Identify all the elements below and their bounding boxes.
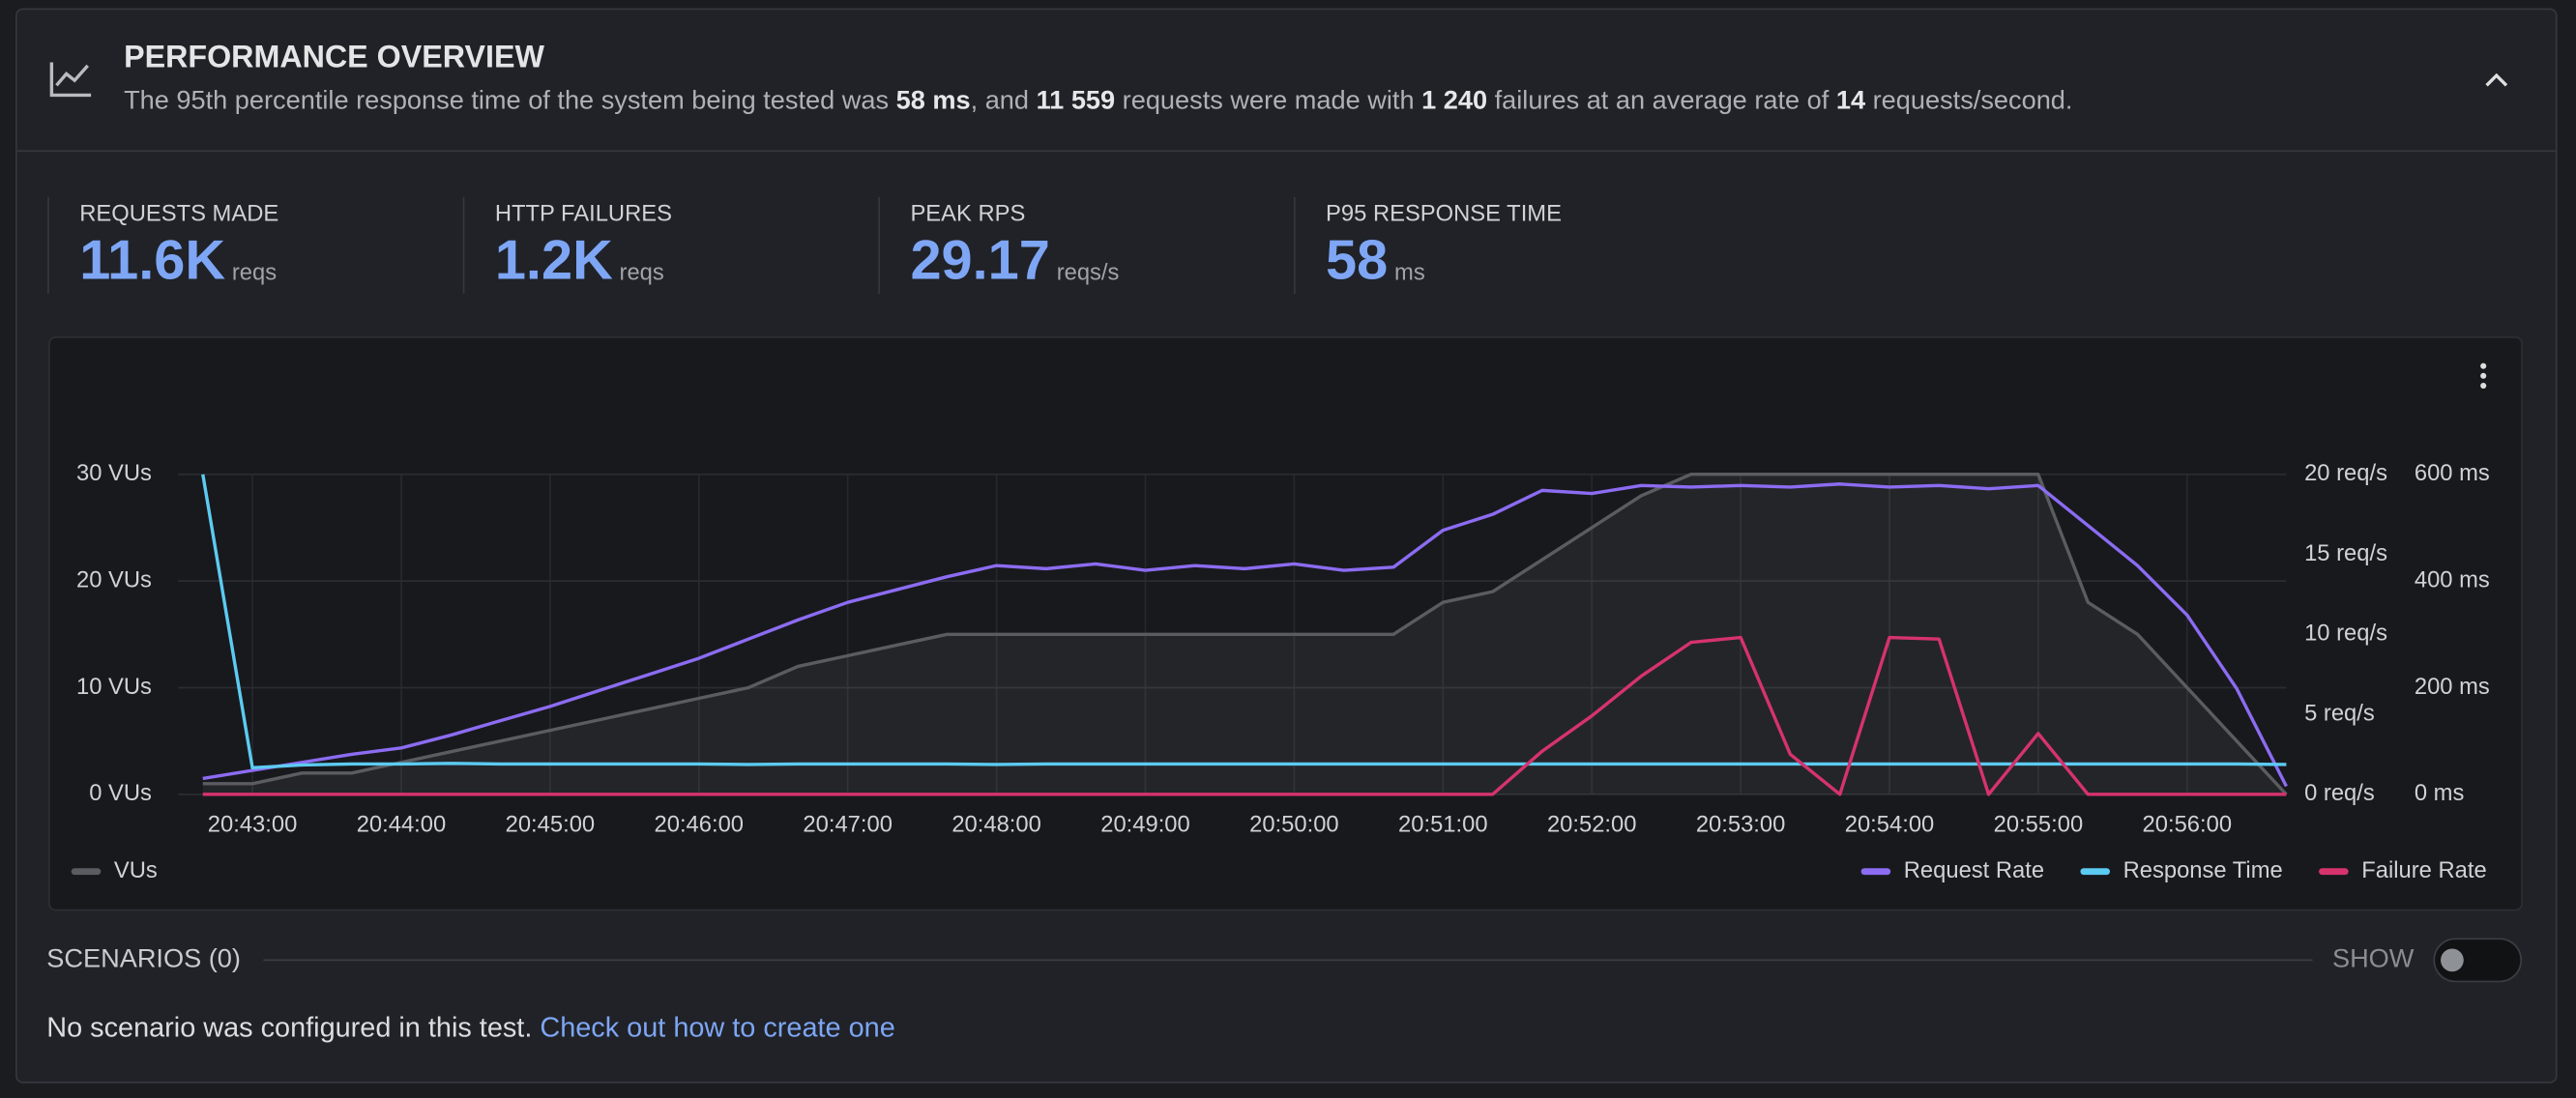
collapse-button[interactable] [2485,72,2508,87]
stat-label: P95 RESPONSE TIME [1326,201,1562,227]
x-tick-label: 20:48:00 [951,811,1041,837]
y3-tick-label: 400 ms [2415,566,2490,592]
toggle-label: SHOW [2332,943,2415,973]
y2-tick-label: 15 req/s [2304,540,2387,566]
summary-value: 1 240 [1421,84,1487,114]
chart-icon-line [55,64,89,87]
y3-tick-label: 0 ms [2415,780,2465,806]
stat-value: 11.6K [79,230,225,292]
stat-unit: reqs [232,260,277,286]
stat: 58 ms [1326,230,1425,292]
stat-value: 1.2K [495,230,613,292]
stat: 1.2K reqs [495,230,664,292]
stat-label: PEAK RPS [910,201,1025,227]
legend-label[interactable]: Failure Rate [2361,857,2486,883]
summary: The 95th percentile response time of the… [124,84,2072,114]
x-tick-label: 20:53:00 [1696,811,1786,837]
chart: 20:43:00 20:44:00 20:45:00 20:46:00 20:47:00… [71,460,2490,883]
stat: 29.17 reqs/s [910,230,1119,292]
x-tick-label: 20:55:00 [1994,811,2084,837]
y2-tick-label: 10 req/s [2304,621,2387,647]
chart-menu[interactable] [2480,362,2487,390]
stat: 11.6K reqs [79,230,277,292]
legend-label[interactable]: Response Time [2123,857,2283,883]
chart-box [47,336,2523,911]
x-tick-label: 20:46:00 [655,811,745,837]
x-tick-label: 20:45:00 [506,811,596,837]
summary-text: , and [971,84,1037,114]
summary-value: 14 [1836,84,1865,114]
y-tick-label: 20 VUs [76,566,152,592]
stat-value: 29.17 [910,230,1049,292]
legend-label[interactable]: Request Rate [1904,857,2044,883]
x-tick-label: 20:49:00 [1100,811,1190,837]
scenarios-title: SCENARIOS (0) [46,943,241,973]
menu-dot[interactable] [2480,362,2487,369]
summary-value: 58 ms [896,84,971,114]
y3-tick-label: 200 ms [2415,674,2490,700]
stat-value: 58 [1326,230,1388,292]
x-tick-label: 20:51:00 [1398,811,1488,837]
y2-tick-label: 5 req/s [2304,700,2375,726]
summary-text: failures at an average rate of [1487,84,1836,114]
x-tick-label: 20:47:00 [803,811,893,837]
y2-tick-label: 20 req/s [2304,460,2387,486]
x-tick-label: 20:50:00 [1249,811,1339,837]
series-line [202,635,2287,796]
menu-dot[interactable] [2480,382,2487,390]
series-line [202,482,2288,788]
summary-text: requests were made with [1115,84,1421,114]
stat-label: REQUESTS MADE [79,201,278,227]
stat-unit: ms [1394,260,1425,286]
stats: REQUESTS MADE 11.6K reqs HTTP FAILURES 1.2K r… [47,196,1562,294]
summary-value: 11 559 [1037,84,1116,114]
x-tick-label: 20:44:00 [357,811,447,837]
series-line [201,474,2287,770]
y-tick-label: 10 VUs [76,674,152,700]
x-tick-label: 20:56:00 [2143,811,2233,837]
y2-tick-label: 0 req/s [2304,780,2375,806]
chart-icon [49,62,92,98]
scenarios-message: No scenario was configured in this test.… [46,1012,895,1043]
x-tick-label: 20:52:00 [1547,811,1637,837]
menu-dot[interactable] [2480,372,2487,379]
help-link[interactable]: Check out how to create one [540,1012,894,1043]
y-tick-label: 30 VUs [76,460,152,486]
toggle-knob[interactable] [2441,948,2464,972]
x-tick-label: 20:54:00 [1845,811,1935,837]
stat-unit: reqs/s [1057,260,1120,286]
x-tick-label: 20:43:00 [208,811,298,837]
y3-tick-label: 600 ms [2415,460,2490,486]
stat-unit: reqs [620,260,664,286]
summary-text: The 95th percentile response time of the… [124,84,896,114]
summary-text: requests/second. [1865,84,2072,114]
stat-label: HTTP FAILURES [495,201,672,227]
panel-title: PERFORMANCE OVERVIEW [124,40,544,74]
series-line [202,473,2288,796]
y-tick-label: 0 VUs [89,780,152,806]
message: No scenario was configured in this test. [46,1012,540,1043]
legend-label[interactable]: VUs [114,857,158,883]
